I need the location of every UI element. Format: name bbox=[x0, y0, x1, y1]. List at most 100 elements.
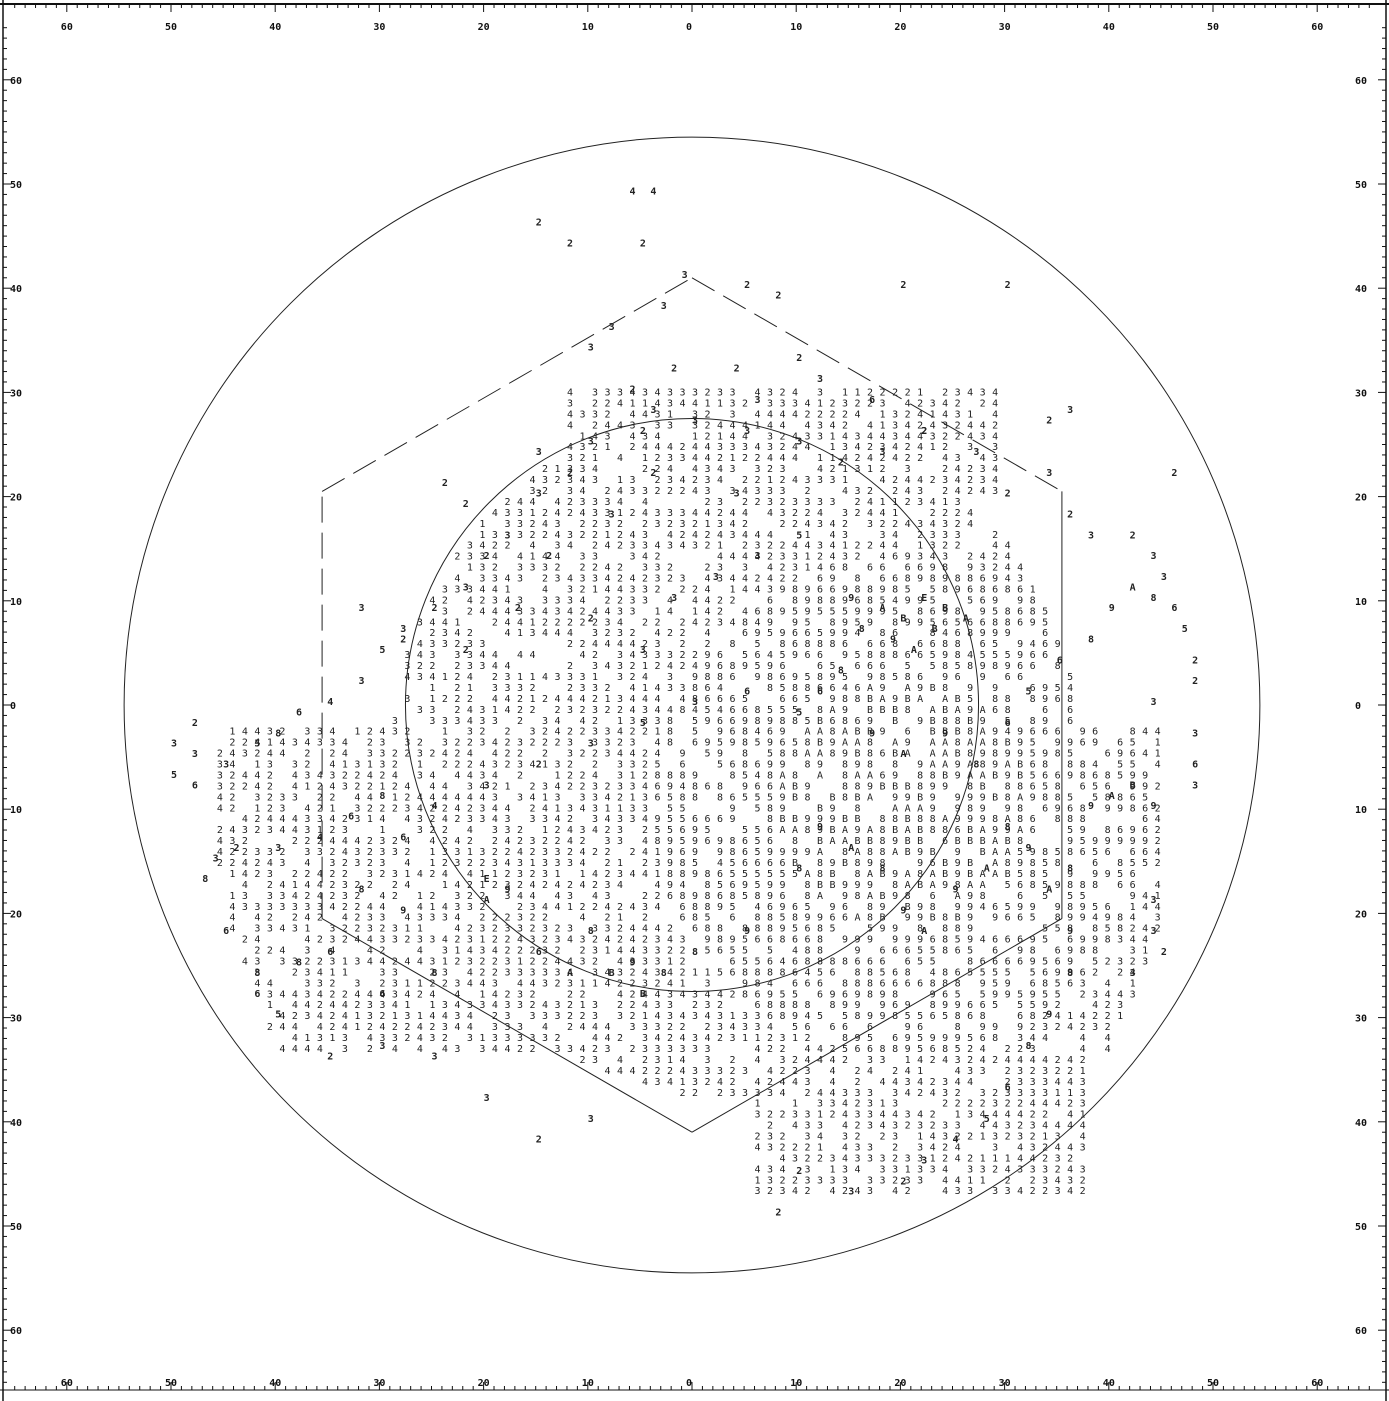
density-cell: 5 bbox=[942, 1011, 948, 1022]
density-cell: 2 bbox=[367, 727, 373, 738]
density-cell: 3 bbox=[705, 1044, 711, 1055]
density-cell: 3 bbox=[267, 825, 273, 836]
density-cell: 9 bbox=[980, 606, 986, 617]
density-cell: 6 bbox=[842, 639, 848, 650]
density-cell: 5 bbox=[1042, 956, 1048, 967]
density-cell: 6 bbox=[880, 749, 886, 760]
data-point: 3 bbox=[1150, 551, 1156, 562]
density-cell: 2 bbox=[592, 541, 598, 552]
density-cell: 9 bbox=[955, 760, 961, 771]
density-cell: 3 bbox=[454, 584, 460, 595]
data-point: 3 bbox=[432, 1051, 438, 1062]
density-cell: 8 bbox=[892, 880, 898, 891]
density-cell: 3 bbox=[217, 760, 223, 771]
density-cell: B bbox=[905, 836, 911, 847]
x-tick-label-bottom: 50 bbox=[165, 1378, 177, 1389]
density-cell: 9 bbox=[730, 738, 736, 749]
density-cell: 6 bbox=[1080, 967, 1086, 978]
density-cell: 3 bbox=[667, 1011, 673, 1022]
density-cell: A bbox=[992, 836, 998, 847]
density-cell: 6 bbox=[917, 639, 923, 650]
density-cell: 3 bbox=[492, 716, 498, 727]
density-cell: 5 bbox=[967, 946, 973, 957]
density-cell: 9 bbox=[1142, 770, 1148, 781]
density-cell: 3 bbox=[317, 738, 323, 749]
density-cell: 1 bbox=[1067, 1088, 1073, 1099]
density-cell: A bbox=[905, 869, 911, 880]
density-cell: B bbox=[930, 727, 936, 738]
density-cell: 9 bbox=[1142, 836, 1148, 847]
density-cell: 9 bbox=[892, 694, 898, 705]
density-cell: 3 bbox=[554, 1011, 560, 1022]
density-cell: B bbox=[855, 814, 861, 825]
density-cell: 4 bbox=[604, 792, 610, 803]
density-cell: 5 bbox=[1067, 672, 1073, 683]
density-cell: 2 bbox=[642, 574, 648, 585]
density-cell: 6 bbox=[1067, 716, 1073, 727]
density-cell: 3 bbox=[542, 563, 548, 574]
density-cell: 2 bbox=[617, 1000, 623, 1011]
density-cell: 4 bbox=[304, 913, 310, 924]
density-cell: 8 bbox=[767, 913, 773, 924]
density-cell: 2 bbox=[379, 924, 385, 935]
density-cell: 3 bbox=[617, 781, 623, 792]
data-point: 2 bbox=[327, 1051, 333, 1062]
density-cell: 9 bbox=[805, 847, 811, 858]
density-cell: 3 bbox=[417, 913, 423, 924]
density-cell: 9 bbox=[767, 891, 773, 902]
density-cell: 8 bbox=[930, 574, 936, 585]
density-cell: 1 bbox=[642, 683, 648, 694]
density-cell: 8 bbox=[1030, 858, 1036, 869]
density-cell: 4 bbox=[767, 409, 773, 420]
density-cell: 4 bbox=[942, 628, 948, 639]
density-cell: 2 bbox=[454, 935, 460, 946]
density-cell: 3 bbox=[642, 486, 648, 497]
density-cell: 6 bbox=[917, 563, 923, 574]
density-cell: 9 bbox=[705, 738, 711, 749]
density-cell: 3 bbox=[992, 442, 998, 453]
density-cell: 2 bbox=[554, 836, 560, 847]
density-cell: 4 bbox=[1067, 1142, 1073, 1153]
data-point: 8 bbox=[1067, 864, 1073, 875]
density-cell: 4 bbox=[1130, 935, 1136, 946]
density-cell: 4 bbox=[567, 836, 573, 847]
data-point: 2 bbox=[1005, 489, 1011, 500]
density-cell: 4 bbox=[767, 978, 773, 989]
density-cell: 9 bbox=[667, 781, 673, 792]
density-cell: 3 bbox=[292, 792, 298, 803]
density-cell: 9 bbox=[892, 924, 898, 935]
density-cell: 4 bbox=[554, 814, 560, 825]
density-cell: 4 bbox=[317, 770, 323, 781]
data-point: A bbox=[911, 645, 917, 656]
density-cell: 6 bbox=[955, 967, 961, 978]
density-cell: 2 bbox=[442, 978, 448, 989]
density-cell: B bbox=[967, 716, 973, 727]
density-cell: 8 bbox=[905, 891, 911, 902]
density-cell: 3 bbox=[1117, 956, 1123, 967]
density-cell: 3 bbox=[805, 475, 811, 486]
density-cell: 3 bbox=[579, 409, 585, 420]
density-cell: 3 bbox=[917, 497, 923, 508]
y-tick-label-left: 50 bbox=[10, 1222, 22, 1233]
density-cell: 2 bbox=[567, 661, 573, 672]
density-cell: 1 bbox=[1142, 946, 1148, 957]
density-cell: 6 bbox=[780, 858, 786, 869]
density-cell: 4 bbox=[492, 803, 498, 814]
data-point: 3 bbox=[1150, 926, 1156, 937]
density-cell: A bbox=[867, 891, 873, 902]
density-cell: 4 bbox=[755, 1077, 761, 1088]
density-cell: 2 bbox=[542, 694, 548, 705]
density-cell: 2 bbox=[855, 508, 861, 519]
density-cell: 2 bbox=[267, 770, 273, 781]
density-cell: 2 bbox=[667, 563, 673, 574]
data-point: 5 bbox=[275, 1010, 281, 1021]
density-cell: 4 bbox=[504, 661, 510, 672]
density-cell: 2 bbox=[792, 1175, 798, 1186]
density-cell: 3 bbox=[992, 486, 998, 497]
density-cell: 3 bbox=[354, 803, 360, 814]
density-cell: 6 bbox=[1017, 617, 1023, 628]
density-cell: 2 bbox=[554, 946, 560, 957]
density-cell: 3 bbox=[955, 409, 961, 420]
density-cell: 4 bbox=[492, 738, 498, 749]
density-cell: 5 bbox=[1080, 891, 1086, 902]
